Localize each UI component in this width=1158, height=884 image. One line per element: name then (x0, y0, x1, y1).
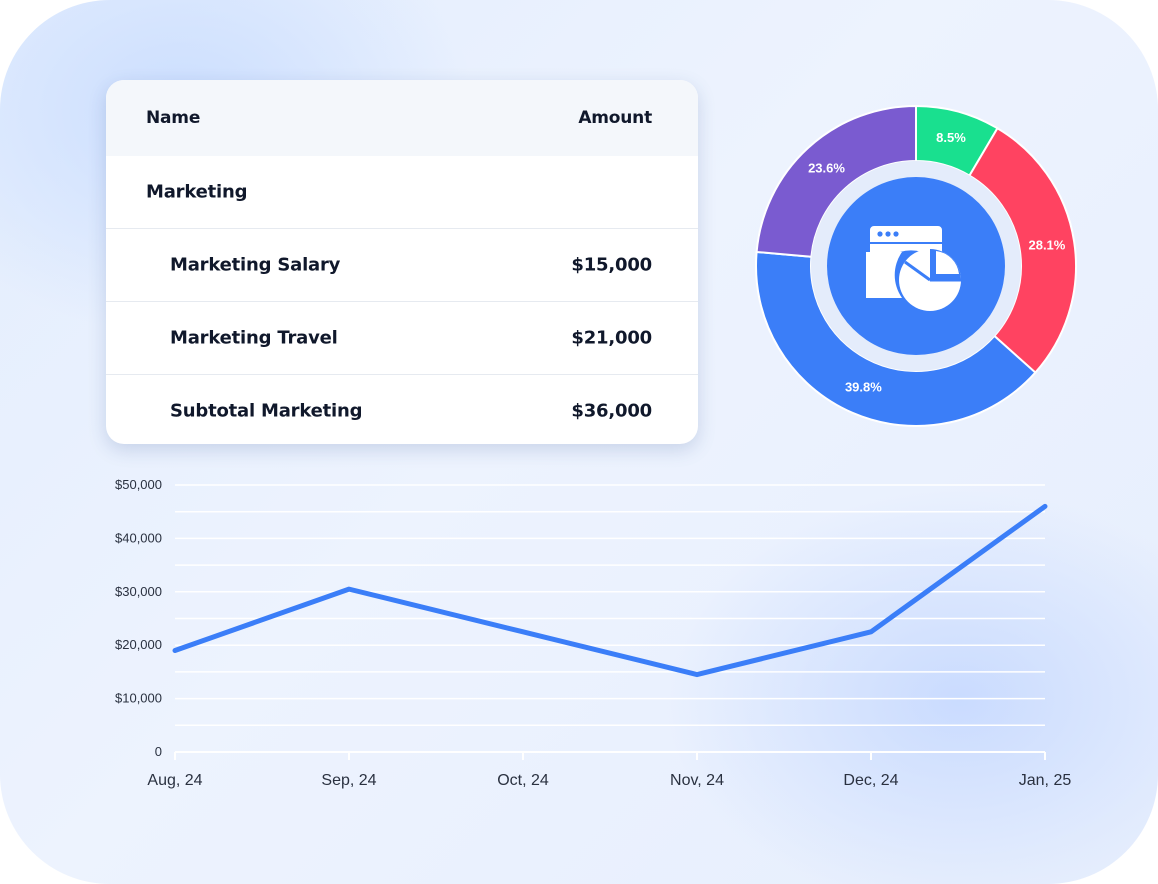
y-tick-label: $50,000 (115, 477, 162, 492)
x-tick-label: Aug, 24 (147, 772, 202, 789)
row-amount: $36,000 (571, 400, 652, 422)
x-tick-label: Oct, 24 (497, 772, 549, 789)
browser-window-pie-chart-icon (866, 226, 961, 311)
donut-segment-label: 23.6% (808, 160, 845, 175)
table-header: Name Amount (106, 80, 698, 156)
table-row-marketing[interactable]: Marketing (106, 156, 698, 228)
row-label: Marketing (146, 181, 248, 203)
data-point (1044, 505, 1046, 507)
row-label: Subtotal Marketing (170, 400, 363, 422)
row-amount: $21,000 (571, 327, 652, 349)
donut-segment-label: 39.8% (845, 380, 882, 395)
row-amount: $15,000 (571, 254, 652, 276)
donut-chart: 8.5% 28.1% 39.8% 23.6% (755, 104, 1077, 427)
donut-segment-label: 28.1% (1028, 238, 1065, 253)
column-header-name[interactable]: Name (146, 108, 201, 128)
y-tick-label: $10,000 (115, 691, 162, 706)
x-tick-label: Sep, 24 (321, 772, 376, 789)
table-row-marketing-salary[interactable]: Marketing Salary $15,000 (106, 228, 698, 301)
table-row-subtotal-marketing[interactable]: Subtotal Marketing $36,000 (106, 374, 698, 444)
data-point (696, 674, 698, 676)
expense-table: Name Amount Marketing Marketing Salary $… (106, 80, 698, 444)
x-tick-label: Nov, 24 (670, 772, 724, 789)
y-tick-label: $40,000 (115, 530, 162, 545)
y-tick-label: $30,000 (115, 584, 162, 599)
data-point (522, 631, 524, 633)
y-tick-label: $20,000 (115, 637, 162, 652)
line-chart: 0 $10,000 $20,000 $30,000 $40,000 $50,000 Aug… (115, 477, 1072, 789)
data-point (870, 631, 872, 633)
series-line (172, 503, 1048, 678)
y-tick-label: 0 (155, 744, 162, 759)
data-point (174, 650, 176, 652)
data-point (348, 588, 350, 590)
row-label: Marketing Salary (170, 254, 341, 276)
table-row-marketing-travel[interactable]: Marketing Travel $21,000 (106, 301, 698, 374)
column-header-amount[interactable]: Amount (578, 108, 652, 128)
x-tick-label: Jan, 25 (1019, 772, 1072, 789)
x-tick-label: Dec, 24 (843, 772, 898, 789)
row-label: Marketing Travel (170, 327, 338, 349)
donut-segment-label: 8.5% (936, 130, 966, 145)
